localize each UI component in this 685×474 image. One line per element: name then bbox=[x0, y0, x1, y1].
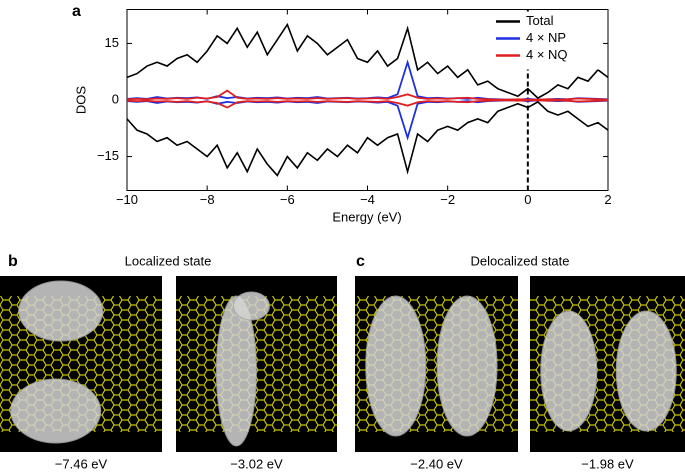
orbital-isosurface bbox=[215, 295, 257, 447]
legend-label: Total bbox=[526, 13, 554, 28]
energy-caption: −7.46 eV bbox=[55, 456, 108, 471]
y-tick-label: 15 bbox=[105, 35, 119, 50]
legend-label: 4 × NP bbox=[526, 30, 566, 45]
legend-label: 4 × NQ bbox=[526, 47, 568, 62]
x-tick-label: −8 bbox=[200, 192, 215, 207]
panel-label: c bbox=[356, 253, 365, 270]
series-line bbox=[126, 99, 609, 109]
orbital-isosurface bbox=[10, 378, 102, 444]
orbital-isosurface bbox=[436, 295, 498, 437]
x-tick-label: −10 bbox=[116, 192, 138, 207]
energy-caption: −1.98 eV bbox=[581, 456, 634, 471]
series-line bbox=[126, 89, 609, 101]
panel-label: b bbox=[8, 253, 18, 270]
series-line bbox=[126, 100, 609, 177]
y-axis-label: DOS bbox=[73, 86, 88, 115]
orbital-isosurface bbox=[540, 310, 598, 432]
x-tick-label: −2 bbox=[440, 192, 455, 207]
x-tick-label: 0 bbox=[524, 192, 531, 207]
panel-title: Delocalized state bbox=[471, 253, 570, 268]
orbital-isosurface bbox=[365, 295, 427, 437]
panel-label: a bbox=[72, 3, 81, 20]
y-tick-label: 0 bbox=[112, 91, 119, 106]
orbital-isosurface bbox=[615, 310, 677, 432]
y-tick-label: −15 bbox=[97, 148, 119, 163]
orbital-isosurface bbox=[18, 280, 104, 342]
energy-caption: −3.02 eV bbox=[230, 456, 283, 471]
series-line bbox=[126, 99, 609, 141]
image-panels: b Localized state −7.46 eV −3.02 eV c Delocal… bbox=[0, 253, 685, 471]
x-tick-label: −6 bbox=[280, 192, 295, 207]
plot: −10 −8 −6 −4 −2 0 2 −15 0 15 Total 4 × NP 4 × NQ bbox=[97, 9, 612, 207]
x-tick-label: −4 bbox=[360, 192, 375, 207]
x-axis-label: Energy (eV) bbox=[332, 209, 401, 224]
series-line bbox=[126, 22, 609, 100]
orbital-isosurface bbox=[232, 291, 270, 321]
x-tick-label: 2 bbox=[604, 192, 611, 207]
panel-title: Localized state bbox=[125, 253, 212, 268]
energy-caption: −2.40 eV bbox=[410, 456, 463, 471]
